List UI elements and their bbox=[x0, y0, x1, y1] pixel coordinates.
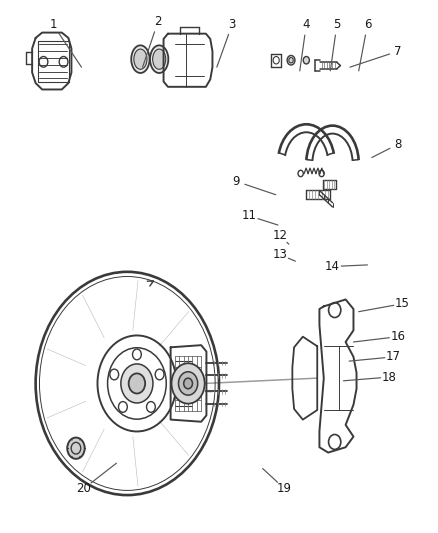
Circle shape bbox=[67, 438, 85, 459]
Text: 18: 18 bbox=[382, 370, 397, 384]
Circle shape bbox=[303, 56, 309, 64]
Ellipse shape bbox=[152, 49, 166, 69]
Text: 4: 4 bbox=[303, 18, 310, 31]
Text: 8: 8 bbox=[394, 138, 402, 151]
Text: 9: 9 bbox=[233, 175, 240, 188]
Circle shape bbox=[178, 372, 198, 395]
Text: 3: 3 bbox=[228, 18, 236, 31]
Text: 15: 15 bbox=[395, 297, 410, 310]
Circle shape bbox=[129, 374, 145, 393]
Circle shape bbox=[184, 378, 192, 389]
Circle shape bbox=[287, 55, 295, 65]
Text: 6: 6 bbox=[364, 18, 371, 31]
Text: 1: 1 bbox=[49, 18, 57, 31]
Text: 12: 12 bbox=[272, 229, 288, 242]
Circle shape bbox=[121, 364, 153, 403]
Text: 20: 20 bbox=[76, 482, 91, 495]
Text: 19: 19 bbox=[277, 482, 292, 495]
Ellipse shape bbox=[134, 49, 147, 69]
Text: 14: 14 bbox=[325, 260, 340, 273]
Ellipse shape bbox=[150, 45, 168, 73]
Text: 16: 16 bbox=[391, 330, 406, 343]
Text: 5: 5 bbox=[333, 18, 341, 31]
Text: 13: 13 bbox=[273, 248, 288, 261]
Text: 2: 2 bbox=[154, 15, 162, 28]
Circle shape bbox=[172, 364, 205, 403]
Text: 17: 17 bbox=[386, 350, 401, 364]
Ellipse shape bbox=[131, 45, 150, 73]
Text: 7: 7 bbox=[394, 45, 402, 58]
Text: 11: 11 bbox=[242, 209, 257, 222]
